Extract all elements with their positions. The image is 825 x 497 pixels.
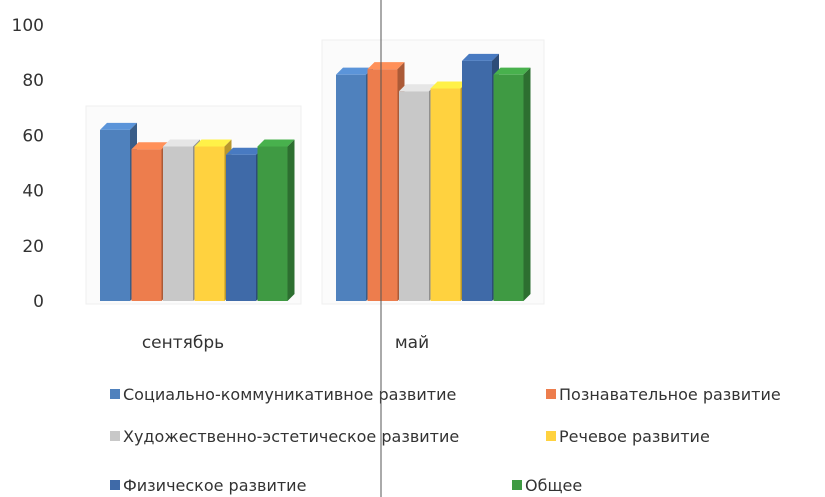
legend-item: Общее	[512, 476, 582, 495]
y-tick-label: 60	[22, 126, 44, 146]
category-label: май	[395, 333, 429, 353]
bar	[493, 67, 531, 302]
y-axis: 0 20 40 60 80 100	[12, 16, 44, 312]
legend: Социально-коммуникативное развитие Познав…	[110, 385, 781, 495]
bar	[100, 122, 137, 301]
bar	[163, 139, 200, 301]
bar	[194, 139, 232, 301]
legend-swatch	[546, 431, 556, 441]
legend-label: Речевое развитие	[559, 427, 710, 446]
legend-swatch	[512, 480, 522, 490]
legend-item: Социально-коммуникативное развитие	[110, 385, 456, 404]
y-tick-label: 20	[22, 237, 44, 257]
category-label: сентябрь	[142, 333, 224, 353]
bar	[131, 142, 169, 301]
legend-label: Физическое развитие	[123, 476, 306, 495]
legend-label: Художественно-эстетическое развитие	[123, 427, 459, 446]
legend-swatch	[110, 480, 120, 490]
legend-item: Речевое развитие	[546, 427, 710, 446]
bars	[100, 53, 531, 302]
legend-item: Физическое развитие	[110, 476, 306, 495]
legend-swatch	[110, 431, 120, 441]
y-tick-label: 0	[33, 292, 44, 312]
legend-label: Познавательное развитие	[559, 385, 781, 404]
bar	[257, 139, 295, 301]
bar	[430, 81, 468, 301]
bar	[367, 62, 405, 301]
y-tick-label: 100	[12, 16, 44, 36]
legend-label: Общее	[525, 476, 582, 495]
category-labels: сентябрь май	[142, 333, 429, 353]
legend-label: Социально-коммуникативное развитие	[123, 385, 456, 404]
bar	[399, 84, 436, 302]
bar	[336, 67, 373, 302]
legend-item: Познавательное развитие	[546, 385, 781, 404]
y-tick-label: 40	[22, 182, 44, 202]
y-tick-label: 80	[22, 71, 44, 91]
bar	[462, 53, 499, 301]
bar	[226, 147, 263, 301]
legend-item: Художественно-эстетическое развитие	[110, 427, 459, 446]
legend-swatch	[110, 389, 120, 399]
legend-swatch	[546, 389, 556, 399]
